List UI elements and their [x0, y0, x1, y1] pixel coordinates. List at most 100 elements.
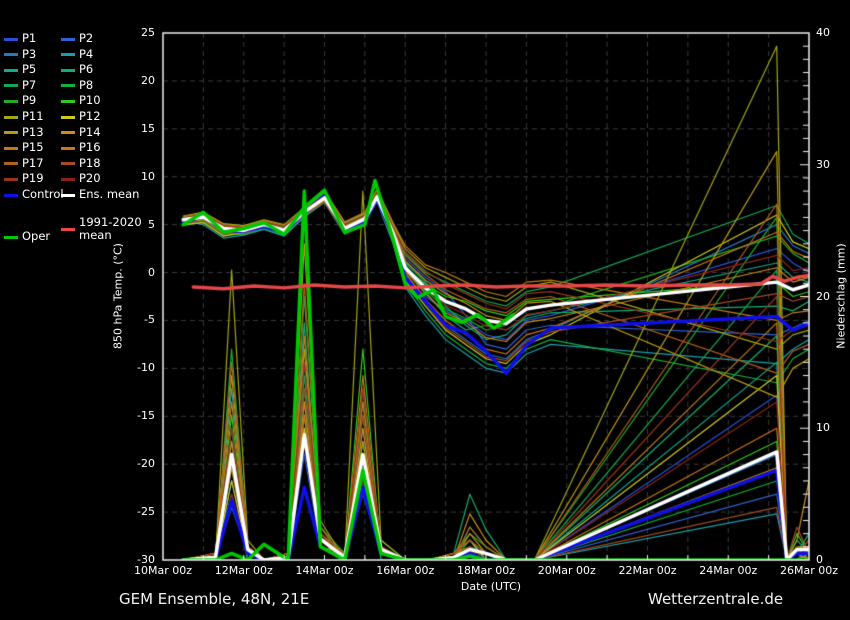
legend-label: 1991-2020 mean: [79, 215, 142, 243]
legend-item-p5: P5: [4, 63, 36, 76]
legend-swatch-p18: [61, 162, 75, 166]
legend-item-p9: P9: [4, 94, 36, 107]
legend-item-ens_mean: Ens. mean: [61, 188, 139, 201]
x-tick-label: 26Mar 00z: [779, 564, 839, 577]
legend-swatch-p19: [4, 177, 18, 181]
legend-item-p8: P8: [61, 77, 94, 92]
legend-swatch-oper: [4, 235, 18, 239]
legend-label: P17: [22, 155, 44, 170]
legend-label: P9: [22, 93, 37, 108]
x-tick-label: 20Mar 00z: [537, 564, 596, 577]
y-left-tick-label: 15: [141, 121, 155, 135]
legend-swatch-p5: [4, 68, 18, 72]
legend-item-p19: P19: [4, 172, 44, 185]
legend-item-oper: Oper: [4, 230, 50, 243]
legend-item-p16: P16: [61, 141, 101, 154]
y-left-tick-label: -5: [144, 313, 155, 327]
legend-swatch-p3: [4, 53, 18, 57]
legend-swatch-p4: [61, 53, 75, 57]
legend-item-p7: P7: [4, 77, 37, 92]
legend-label: P20: [79, 171, 101, 186]
legend-item-p20: P20: [61, 172, 101, 185]
legend-swatch-p17: [4, 162, 18, 166]
legend-item-p15: P15: [4, 141, 44, 154]
legend-item-p1: P1: [4, 32, 36, 45]
legend-swatch-control: [4, 193, 18, 197]
legend-label: P6: [79, 62, 94, 77]
legend-label: P4: [79, 46, 94, 61]
legend-swatch-p10: [61, 99, 75, 103]
legend-item-p10: P10: [61, 94, 101, 107]
y-right-tick-label: 30: [816, 157, 830, 171]
x-tick-label: 10Mar 00z: [133, 564, 193, 577]
y-right-tick-label: 10: [816, 421, 830, 435]
y-left-tick-label: 25: [141, 26, 155, 39]
legend-item-climate: 1991-2020 mean: [61, 216, 142, 242]
x-tick-label: 22Mar 00z: [618, 564, 677, 577]
y-left-tick-label: -25: [137, 505, 155, 519]
x-tick-label: 16Mar 00z: [376, 564, 435, 577]
y-right-tick-label: 40: [816, 26, 830, 39]
y-right-tick-label: 20: [816, 289, 830, 303]
x-tick-label: 14Mar 00z: [295, 564, 354, 577]
legend-item-p11: P11: [4, 110, 44, 123]
y-right-tick-label: 0: [816, 553, 823, 566]
legend-label: P8: [79, 77, 94, 92]
legend-label: P15: [22, 140, 44, 155]
x-tick-label: 18Mar 00z: [456, 564, 516, 577]
legend-label: Control: [22, 187, 64, 201]
legend-label: P7: [22, 77, 37, 92]
legend-swatch-p2: [61, 37, 75, 41]
legend-label: P16: [79, 140, 101, 155]
y-left-tick-label: 0: [148, 265, 155, 279]
legend-label: P13: [22, 124, 44, 139]
legend-item-control: Control: [4, 188, 64, 201]
y-left-tick-label: -15: [137, 409, 155, 423]
x-tick-label: 24Mar 00z: [699, 564, 758, 577]
y-left-tick-label: 20: [141, 73, 155, 87]
legend-swatch-p7: [4, 84, 18, 88]
legend-label: P18: [79, 155, 101, 170]
legend-item-p3: P3: [4, 46, 37, 61]
y-left-tick-label: -10: [137, 361, 155, 375]
legend-label: P12: [79, 109, 101, 123]
legend-label: P1: [22, 31, 37, 45]
legend-item-p12: P12: [61, 110, 101, 123]
legend-item-p18: P18: [61, 155, 101, 170]
legend-swatch-p14: [61, 131, 75, 135]
legend-label: P11: [22, 109, 44, 123]
legend-swatch-p6: [61, 68, 75, 72]
legend-item-p13: P13: [4, 124, 44, 139]
legend-swatch-p16: [61, 146, 75, 150]
footer-site-label: Wetterzentrale.de: [648, 590, 784, 608]
legend-item-p6: P6: [61, 63, 93, 76]
legend-label: P10: [79, 93, 101, 108]
legend-swatch-p9: [4, 99, 18, 103]
x-tick-label: 12Mar 00z: [214, 564, 273, 577]
legend-label: P3: [22, 46, 37, 61]
y-right-axis-label: Niederschlag (mm): [834, 243, 848, 349]
legend-swatch-climate: [61, 228, 75, 232]
y-left-tick-label: 5: [148, 217, 155, 231]
legend-swatch-p8: [61, 84, 75, 88]
y-left-tick-label: 10: [141, 169, 155, 183]
legend-swatch-p20: [61, 177, 75, 181]
legend-label: P14: [79, 124, 101, 139]
legend-item-p14: P14: [61, 124, 101, 139]
legend-item-p4: P4: [61, 46, 94, 61]
x-axis-label: Date (UTC): [460, 580, 522, 593]
legend: P1 P2 P3 P4 P5 P6 P7 P8 P9 P10 P11 P12 P13 P14 P15 P16 P…: [4, 30, 162, 245]
legend-swatch-ens_mean: [61, 193, 75, 197]
legend-swatch-p1: [4, 37, 18, 41]
legend-swatch-p15: [4, 146, 18, 150]
legend-label: P2: [79, 31, 94, 45]
legend-swatch-p12: [61, 115, 75, 119]
legend-item-p2: P2: [61, 32, 93, 45]
legend-label: Ens. mean: [79, 187, 140, 201]
legend-swatch-p11: [4, 115, 18, 119]
legend-label: P19: [22, 171, 44, 186]
legend-label: P5: [22, 62, 37, 77]
footer-model-label: GEM Ensemble, 48N, 21E: [119, 590, 310, 608]
